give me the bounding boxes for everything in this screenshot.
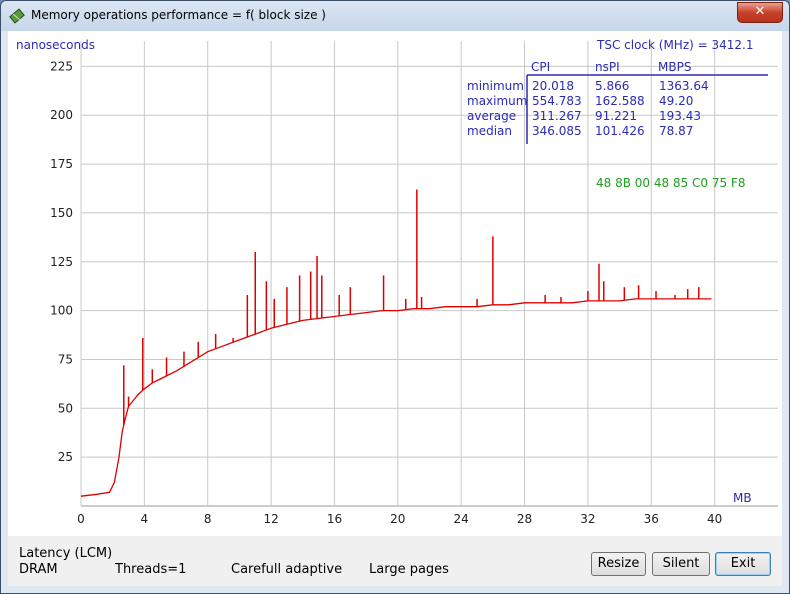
- stats-row-minimum: minimum 20.018 5.866 1363.64: [467, 79, 709, 93]
- stats-col-mbps: MBPS: [658, 60, 691, 74]
- measure-mode-label: Carefull adaptive: [231, 562, 343, 577]
- close-button[interactable]: ✕: [737, 2, 783, 23]
- silent-button[interactable]: Silent: [652, 552, 710, 576]
- x-tick-label: 0: [77, 512, 85, 526]
- status-footer: Latency (LCM) DRAM Threads=1 Carefull ad…: [8, 536, 782, 586]
- x-tick-label: 24: [454, 512, 469, 526]
- threads-label: Threads=1: [115, 562, 187, 577]
- data-series: [80, 189, 712, 497]
- x-axis-unit: MB: [733, 491, 752, 505]
- stats-row-label: minimum: [467, 79, 524, 93]
- latency-chart: 25 50 75 100 125 150 175 200 225 0 4 8 12 16 20 24 28 32…: [16, 38, 778, 526]
- stats-nspi-value: 91.221: [595, 109, 637, 123]
- stats-mbps-value: 78.87: [659, 124, 693, 138]
- memory-type-label: DRAM: [19, 562, 58, 577]
- x-tick-label: 32: [580, 512, 595, 526]
- y-axis-ticks: 25 50 75 100 125 150 175 200 225: [50, 59, 73, 464]
- memory-chip-icon: [9, 8, 25, 24]
- stats-col-cpi: CPI: [531, 60, 550, 74]
- stats-cpi-value: 20.018: [532, 79, 574, 93]
- x-tick-label: 28: [517, 512, 532, 526]
- stats-cpi-value: 554.783: [532, 94, 582, 108]
- title-bar[interactable]: Memory operations performance = f( block…: [1, 1, 789, 31]
- stats-row-maximum: maximum 554.783 162.588 49.20: [467, 94, 693, 108]
- x-tick-label: 8: [204, 512, 212, 526]
- y-tick-label: 125: [50, 255, 73, 269]
- window-title: Memory operations performance = f( block…: [31, 8, 326, 22]
- x-tick-label: 16: [327, 512, 342, 526]
- x-tick-label: 12: [263, 512, 278, 526]
- x-axis-ticks: 0 4 8 12 16 20 24 28 32 36 40: [77, 512, 722, 526]
- stats-nspi-value: 5.866: [595, 79, 629, 93]
- page-size-label: Large pages: [369, 562, 449, 577]
- client-area: 25 50 75 100 125 150 175 200 225 0 4 8 12 16 20 24 28 32…: [8, 31, 782, 586]
- latency-line: [80, 298, 712, 497]
- x-tick-label: 20: [390, 512, 405, 526]
- chart-panel: 25 50 75 100 125 150 175 200 225 0 4 8 12 16 20 24 28 32…: [8, 31, 782, 536]
- opcode-bytes: 48 8B 00 48 85 C0 75 F8: [596, 176, 745, 190]
- y-tick-label: 200: [50, 108, 73, 122]
- x-tick-label: 40: [707, 512, 722, 526]
- stats-row-label: maximum: [467, 94, 527, 108]
- resize-button[interactable]: Resize: [591, 552, 646, 576]
- y-tick-label: 50: [58, 401, 73, 415]
- stats-mbps-value: 49.20: [659, 94, 693, 108]
- y-tick-label: 150: [50, 206, 73, 220]
- y-tick-label: 75: [58, 352, 73, 366]
- stats-nspi-value: 101.426: [595, 124, 645, 138]
- stats-row-label: median: [467, 124, 512, 138]
- exit-button[interactable]: Exit: [715, 552, 771, 576]
- y-tick-label: 225: [50, 59, 73, 73]
- stats-row-label: average: [467, 109, 516, 123]
- y-tick-label: 25: [58, 450, 73, 464]
- stats-cpi-value: 346.085: [532, 124, 582, 138]
- y-tick-label: 100: [50, 304, 73, 318]
- chart-grid: [80, 41, 778, 507]
- stats-row-average: average 311.267 91.221 193.43: [467, 109, 701, 123]
- x-tick-label: 4: [141, 512, 149, 526]
- stats-mbps-value: 193.43: [659, 109, 701, 123]
- stats-cpi-value: 311.267: [532, 109, 582, 123]
- latency-mode-label: Latency (LCM): [19, 546, 113, 561]
- stats-col-nspi: nsPI: [595, 60, 620, 74]
- y-tick-label: 175: [50, 157, 73, 171]
- stats-mbps-value: 1363.64: [659, 79, 709, 93]
- stats-row-median: median 346.085 101.426 78.87: [467, 124, 693, 138]
- y-axis-unit: nanoseconds: [16, 38, 95, 52]
- x-tick-label: 36: [644, 512, 659, 526]
- tsc-clock-label: TSC clock (MHz) = 3412.1: [596, 38, 754, 52]
- stats-nspi-value: 162.588: [595, 94, 645, 108]
